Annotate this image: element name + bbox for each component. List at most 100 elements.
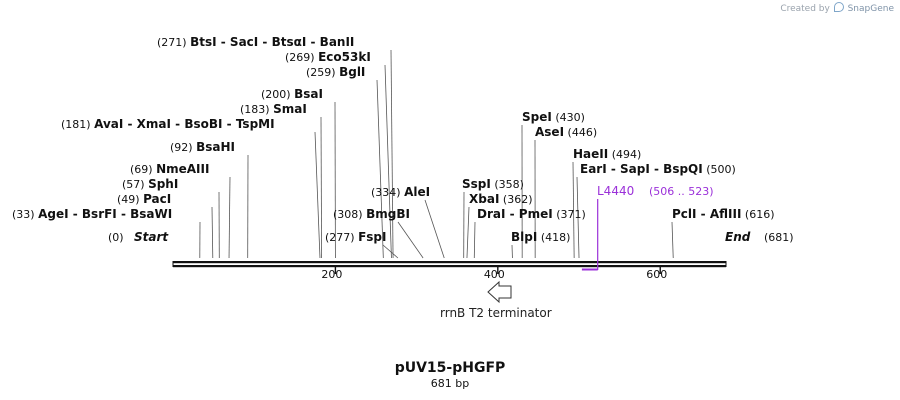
site-group-label: (308) BmgBI	[333, 207, 410, 221]
site-position: (446)	[564, 126, 597, 139]
site-position: (334)	[371, 186, 404, 199]
enzyme-name: Eco53kI	[318, 50, 371, 64]
snapgene-logo-icon	[833, 2, 844, 12]
site-separator: -	[258, 35, 271, 49]
enzyme-name: TspMI	[236, 117, 275, 131]
site-position: (271)	[157, 36, 190, 49]
start-label: Start	[134, 230, 169, 244]
enzyme-name: SpeI	[522, 110, 552, 124]
site-group-label: (92) BsaHI	[170, 140, 235, 154]
site-leader-line	[211, 206, 214, 259]
site-separator: -	[171, 117, 184, 131]
site-position: (49)	[117, 193, 143, 206]
enzyme-name: XbaI	[469, 192, 499, 206]
enzyme-name: AseI	[535, 125, 564, 139]
site-leader-line	[466, 206, 470, 259]
enzyme-name: BsaI	[294, 87, 323, 101]
enzyme-name: SapI	[620, 162, 650, 176]
site-leader-line	[314, 131, 321, 259]
site-leader-line	[382, 244, 399, 259]
credit-prefix: Created by	[780, 4, 830, 14]
site-group-label: PclI - AflIII (616)	[672, 207, 775, 221]
axis-tick-label: 600	[646, 268, 667, 281]
enzyme-name: PacI	[143, 192, 171, 206]
site-leader-line	[576, 176, 580, 259]
site-separator: -	[505, 207, 518, 221]
enzyme-name: DraI	[477, 207, 505, 221]
site-position: (200)	[261, 88, 294, 101]
enzyme-name: FspI	[358, 230, 386, 244]
end-label: End	[725, 230, 751, 244]
site-group-label: XbaI (362)	[469, 192, 532, 206]
credit-brand: SnapGene	[847, 4, 894, 14]
site-group-label: HaeII (494)	[573, 147, 641, 161]
site-leader-line	[424, 199, 445, 259]
site-group-label: AseI (446)	[535, 125, 597, 139]
enzyme-name: BanII	[320, 35, 355, 49]
site-separator: -	[69, 207, 82, 221]
feature-label: rrnB T2 terminator	[440, 306, 552, 320]
site-position: (269)	[285, 51, 318, 64]
site-separator: -	[306, 35, 319, 49]
enzyme-name: NmeAIII	[156, 162, 209, 176]
primer-range: (506 .. 523)	[649, 185, 714, 198]
site-position: (358)	[491, 178, 524, 191]
enzyme-name: AgeI	[38, 207, 68, 221]
enzyme-name: PclI	[672, 207, 697, 221]
site-position: (500)	[703, 163, 736, 176]
site-position: (92)	[170, 141, 196, 154]
enzyme-name: SmaI	[273, 102, 307, 116]
site-group-label: EarI - SapI - BspQI (500)	[580, 162, 736, 176]
site-position: (277)	[325, 231, 358, 244]
site-position: (362)	[499, 193, 532, 206]
enzyme-name: BsaWI	[130, 207, 172, 221]
backbone-bottom-strand	[173, 265, 726, 268]
site-group-label: (181) AvaI - XmaI - BsoBI - TspMI	[61, 117, 275, 131]
site-position: (616)	[741, 208, 774, 221]
enzyme-name: BsrFI	[82, 207, 117, 221]
site-position: (430)	[552, 111, 585, 124]
site-position: (57)	[122, 178, 148, 191]
site-leader-line	[384, 64, 392, 259]
site-position: (308)	[333, 208, 366, 221]
axis-tick-label: 200	[321, 268, 342, 281]
enzyme-name: BlpI	[511, 230, 537, 244]
site-leader-line	[320, 116, 323, 259]
enzyme-name: SphI	[148, 177, 178, 191]
site-position: (418)	[537, 231, 570, 244]
snapgene-credit: Created by SnapGene	[780, 2, 894, 14]
plasmid-name: pUV15-pHGFP	[394, 360, 506, 376]
site-separator: -	[223, 117, 236, 131]
site-leader-line	[228, 176, 231, 259]
site-group-label: (69) NmeAIII	[130, 162, 209, 176]
site-group-label: (57) SphI	[122, 177, 178, 191]
site-position: (181)	[61, 118, 94, 131]
site-separator: -	[217, 35, 230, 49]
site-leader-line	[376, 79, 384, 259]
site-position: (494)	[608, 148, 641, 161]
enzyme-name: BspQI	[663, 162, 703, 176]
enzyme-name: PmeI	[519, 207, 553, 221]
end-position-label: (681)	[764, 231, 794, 244]
site-group-label: BlpI (418)	[511, 230, 570, 244]
site-position: (69)	[130, 163, 156, 176]
terminator-arrow-icon	[487, 280, 512, 304]
site-separator: -	[607, 162, 620, 176]
site-group-label: (183) SmaI	[240, 102, 307, 116]
start-position-label: (0)	[108, 231, 124, 244]
site-group-label: SpeI (430)	[522, 110, 585, 124]
site-separator: -	[697, 207, 710, 221]
site-group-label: (200) BsaI	[261, 87, 323, 101]
site-group-label: (271) BtsI - SacI - BtsαI - BanII	[157, 35, 354, 49]
axis-tick-label: 400	[484, 268, 505, 281]
primer-name: L4440	[597, 184, 634, 198]
enzyme-name: BsoBI	[184, 117, 222, 131]
site-position: (259)	[306, 66, 339, 79]
site-group-label: (33) AgeI - BsrFI - BsaWI	[12, 207, 172, 221]
enzyme-name: BtsI	[190, 35, 217, 49]
enzyme-name: SacI	[230, 35, 258, 49]
site-separator: -	[650, 162, 663, 176]
site-group-label: SspI (358)	[462, 177, 524, 191]
enzyme-name: AvaI	[94, 117, 123, 131]
site-group-label: DraI - PmeI (371)	[477, 207, 586, 221]
